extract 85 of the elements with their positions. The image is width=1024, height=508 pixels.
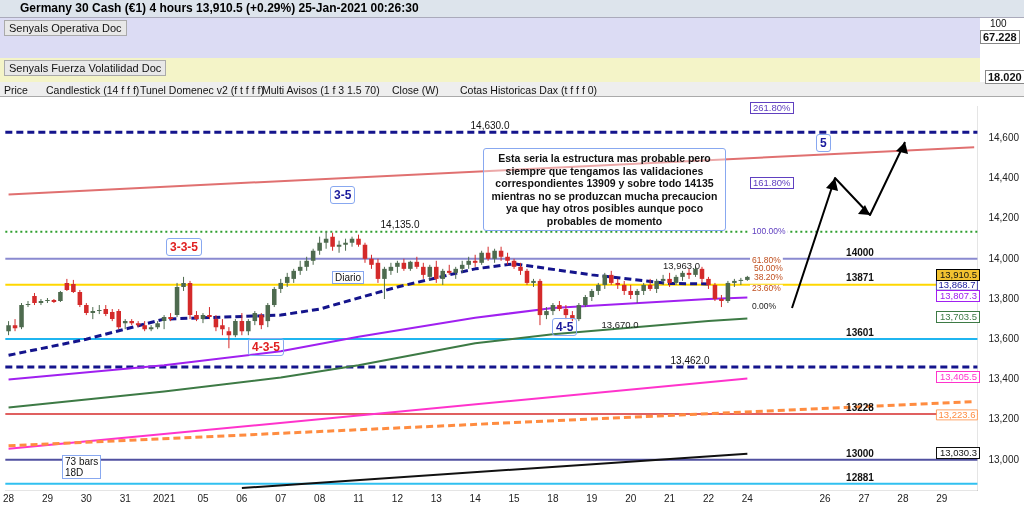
annotation: 13,868.7 [938,278,976,290]
x-tick-label: 20 [625,492,637,504]
x-tick-label: 29 [936,492,948,504]
y-tick-label: 14,600 [988,131,1020,143]
x-tick-label: 24 [741,492,754,504]
ref-line-label: 14,135.0 [380,219,420,231]
annotation: 13,670.0 [601,318,639,330]
annotation: 4-5 [552,318,578,336]
y-tick-label: 13,400 [988,373,1020,385]
ref-line-label: 13228 [846,401,875,413]
x-tick-label: 30 [80,492,93,504]
y-tick-label: 13,200 [988,413,1020,425]
x-tick-label: 15 [508,492,521,504]
y-tick-label: 14,000 [988,252,1020,264]
annotation: 3-5 [330,186,356,204]
candlestick [434,260,439,284]
candlestick [330,232,335,252]
annotation: 13,030.3 [936,447,980,459]
x-tick-label: 05 [197,492,209,504]
x-tick-label: 18 [547,492,559,504]
candlestick [382,266,387,300]
annotation: 61.80% [752,254,782,265]
x-tick-label: 26 [819,492,832,504]
x-tick-label: 14 [469,492,482,504]
annotation: 13,910.5 [936,269,980,281]
text: 18.020 [985,70,1024,84]
annotation: 23.60% [752,283,782,294]
x-tick-label: 06 [236,492,248,504]
text: 67.228 [980,30,1020,44]
annotation: 13,405.5 [936,371,980,383]
x-tick-label: 11 [353,492,365,504]
annotation: 38.20% [752,272,785,282]
annotation: 261.80% [750,102,794,114]
annotation: 0.00% [752,301,777,312]
y-tick-label: 14,200 [988,212,1020,224]
candlestick [272,286,277,308]
x-tick-label: 31 [119,492,132,504]
ref-line-label: 13601 [846,326,875,338]
candlestick [233,318,238,338]
x-tick-label: 19 [586,492,598,504]
y-tick-label: 13,000 [988,453,1020,465]
text: Senyals Operativa Doc [4,20,127,36]
annotation: 13,223.6 [938,408,976,420]
annotation: 4-3-5 [248,338,285,356]
x-tick-label: 07 [275,492,287,504]
candlestick [19,302,24,330]
x-tick-label: 27 [858,492,870,504]
x-tick-label: 2021 [152,492,176,504]
x-tick-label: 12 [391,492,404,504]
annotation: 13,807.3 [936,290,980,302]
x-tick-label: 13 [430,492,443,504]
text: Price [4,84,28,96]
text: 100 [990,18,1007,29]
annotation: 50.00% [752,262,785,273]
ref-line-label: 13000 [846,447,875,459]
x-tick-label: 08 [314,492,326,504]
x-tick-label: 28 [3,492,15,504]
annotation: Esta seria la estructura mas probable pero siempre que tengamos las validaciones correspondientes 13909 y sobre todo 14135 mientras no se produzcan mucha precaucion ya que hay otros posibles aunque poco probables de momento [483,148,726,231]
x-tick-label: 21 [664,492,676,504]
annotation: 13,963.0 [663,259,700,271]
annotation: 13,703.5 [936,311,980,323]
x-tick-label: 29 [41,492,54,504]
annotation: Diario [332,271,365,284]
x-tick-label: 22 [702,492,715,504]
annotation: 161.80% [750,177,794,189]
ref-line-label: 13871 [846,272,875,284]
y-tick-label: 13,600 [988,332,1020,344]
ref-line-label: 14000 [846,246,875,258]
text: Candlestick (14 f f f) [46,84,140,96]
text: Senyals Fuerza Volatilidad Doc [4,60,167,76]
candlestick [317,236,322,256]
ref-line-label: 13,462.0 [670,354,710,366]
ref-line-label: 12881 [846,471,875,483]
annotation: 5 [816,134,831,152]
x-tick-label: 28 [897,492,909,504]
text: Close (W) [392,84,439,96]
annotation: 3-3-5 [166,238,203,256]
text: Cotas Historicas Dax (t f f f 0) [460,84,598,96]
chart-title: Germany 30 Cash (€1) 4 hours 13,910.5 (+0.29%) 25-Jan-2021 00:26:30 [20,1,419,15]
text: Tunel Domenec v2 (f t f f f) [140,84,264,96]
annotation: 100.00% [752,226,786,236]
ref-line-label: 14,630.0 [470,119,510,131]
y-tick-label: 14,400 [988,172,1020,184]
y-tick-label: 13,800 [988,292,1020,304]
annotation: 73 bars 18D [62,455,102,479]
